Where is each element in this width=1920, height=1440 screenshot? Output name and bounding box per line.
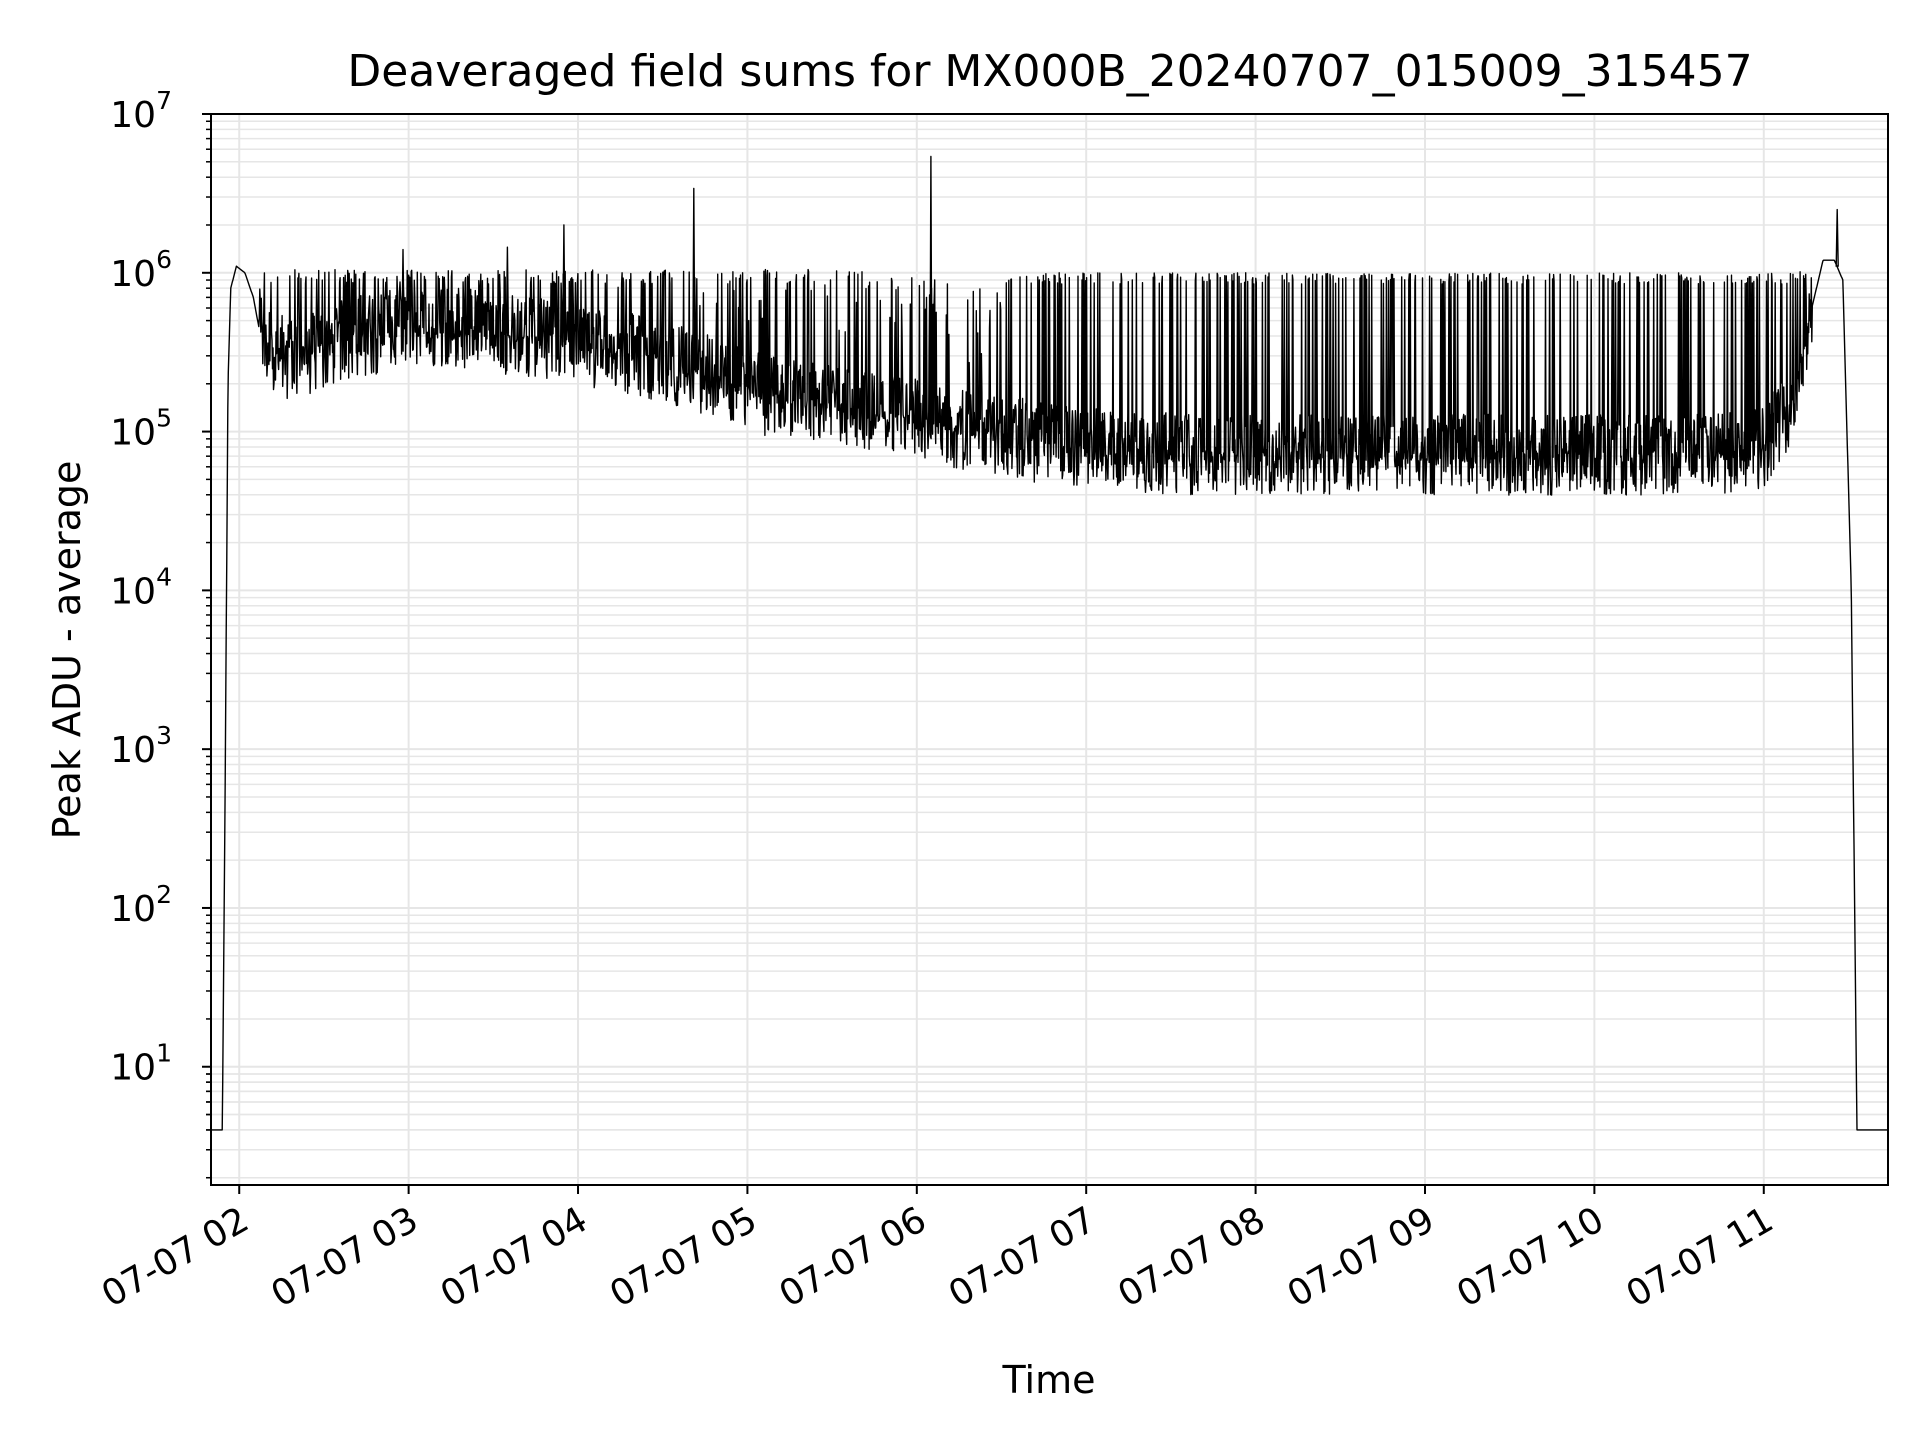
series-line [210,155,1889,1131]
y-tick-label: 101 [110,1039,172,1089]
plot-area [210,155,1889,1131]
y-tick-label: 104 [110,562,172,612]
y-axis-label: Peak ADU - average [45,461,89,840]
y-tick-label: 103 [110,721,172,771]
y-tick-label: 106 [110,245,172,295]
chart-title: Deaveraged field sums for MX000B_2024070… [347,46,1752,97]
axes-frame [210,113,1889,1186]
y-tick-label: 107 [110,86,172,136]
y-tick-label: 105 [110,404,172,454]
y-tick-label: 102 [110,880,172,930]
x-axis-label: Time [1002,1358,1096,1402]
